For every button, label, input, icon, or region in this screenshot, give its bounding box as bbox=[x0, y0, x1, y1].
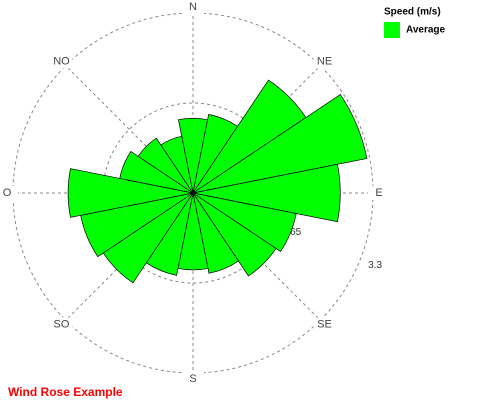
sector bbox=[160, 135, 194, 194]
center bbox=[190, 190, 196, 196]
chart-title: Wind Rose Example bbox=[8, 385, 123, 399]
legend-title: Speed (m/s) bbox=[384, 7, 441, 18]
sector bbox=[192, 94, 368, 194]
direction-label: SE bbox=[317, 318, 332, 330]
label-bg bbox=[368, 186, 390, 200]
direction-label: N bbox=[189, 1, 197, 13]
label-bg bbox=[50, 317, 73, 332]
sector bbox=[192, 192, 277, 277]
label-bg bbox=[182, 372, 204, 386]
direction-label: SO bbox=[54, 318, 70, 330]
sector bbox=[137, 137, 194, 194]
sector bbox=[192, 163, 341, 223]
legend-swatch bbox=[384, 22, 400, 38]
label-bg bbox=[182, 0, 204, 14]
r-tick-label: 1.65 bbox=[282, 227, 302, 238]
r-tick-label: 3.3 bbox=[368, 260, 382, 271]
direction-label: NO bbox=[53, 55, 70, 67]
legend-label: Average bbox=[406, 25, 446, 36]
label-bg bbox=[313, 317, 336, 332]
sector bbox=[119, 150, 194, 194]
direction-label: S bbox=[189, 373, 196, 385]
direction-label: E bbox=[375, 187, 382, 199]
direction-label: NE bbox=[317, 55, 332, 67]
label-bg bbox=[313, 54, 336, 69]
label-bg bbox=[50, 54, 73, 69]
sector bbox=[192, 192, 297, 252]
sector bbox=[67, 168, 194, 218]
label-bg bbox=[0, 186, 18, 200]
direction-label: O bbox=[3, 187, 12, 199]
sector bbox=[192, 192, 239, 274]
